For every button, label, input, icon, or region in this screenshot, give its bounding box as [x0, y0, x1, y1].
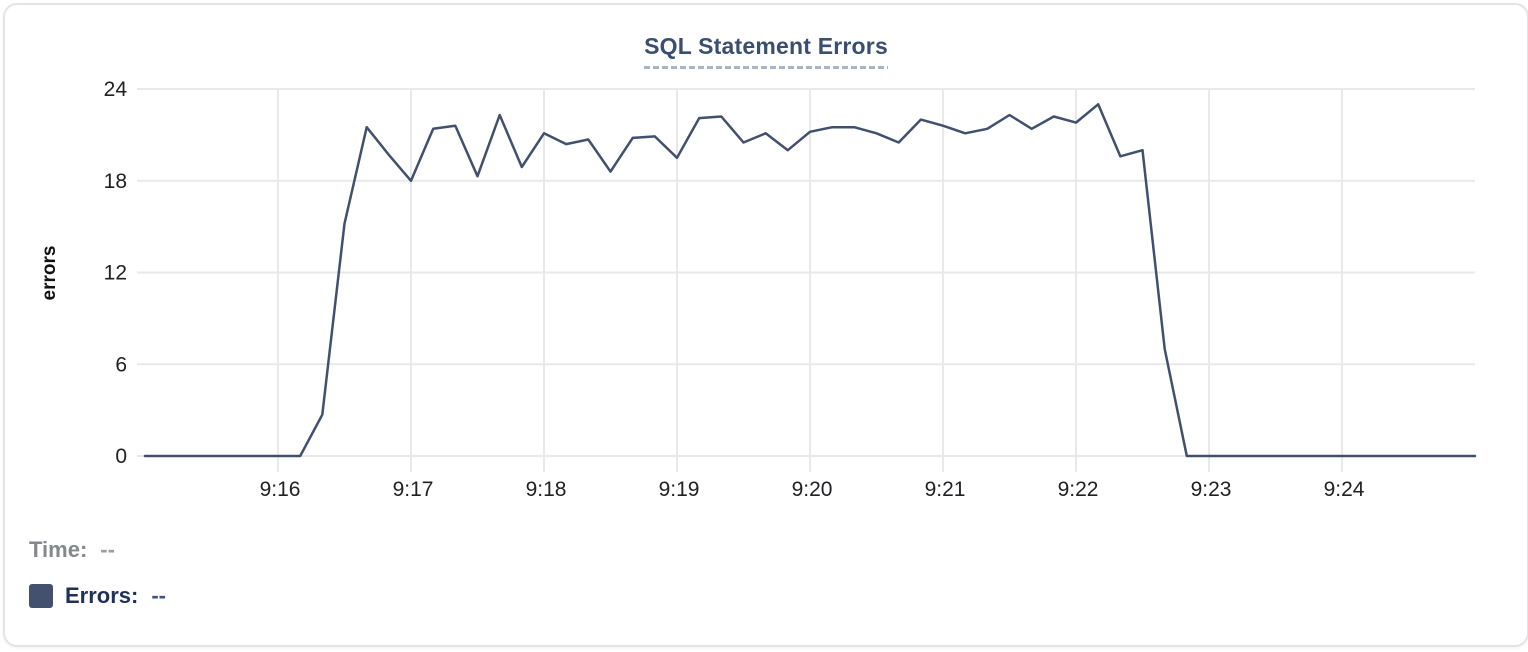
- y-tick-label: 0: [115, 445, 127, 468]
- x-tick-label: 9:20: [792, 478, 833, 501]
- legend-time-row: Time: --: [29, 537, 166, 563]
- y-tick-label: 24: [104, 78, 128, 101]
- x-tick-label: 9:16: [260, 478, 301, 501]
- y-tick-label: 18: [104, 170, 127, 193]
- errors-series-line: [143, 103, 1477, 458]
- errors-series-swatch: [29, 584, 53, 608]
- x-tick-label: 9:19: [659, 478, 700, 501]
- legend-errors-row: Errors: --: [29, 583, 166, 609]
- x-tick-label: 9:18: [526, 478, 567, 501]
- x-tick-label: 9:23: [1191, 478, 1232, 501]
- x-tick-label: 9:24: [1324, 478, 1365, 501]
- plot-hover-area[interactable]: [145, 89, 1475, 456]
- x-tick-label: 9:21: [925, 478, 966, 501]
- y-tick-label: 12: [104, 262, 127, 285]
- legend-time-value: --: [100, 537, 115, 562]
- y-axis-title: errors: [39, 246, 60, 301]
- x-tick-label: 9:22: [1058, 478, 1099, 501]
- legend-errors-value: --: [151, 583, 167, 608]
- chart-header: SQL Statement Errors: [5, 33, 1527, 69]
- x-tick-label: 9:17: [393, 478, 434, 501]
- chart-legend: Time: -- Errors: --: [29, 537, 166, 609]
- errors-line-chart: 0 6 12 18 24 9:16 9:17 9:18 9:19 9:20 9:21 9:22 9:23…: [39, 78, 1477, 501]
- legend-time-label: Time:: [29, 537, 88, 562]
- legend-errors-label: Errors:: [65, 583, 139, 608]
- chart-title[interactable]: SQL Statement Errors: [644, 33, 888, 69]
- chart-card: SQL Statement Errors 0 6 12 18 24 9:16 9:17 9:1…: [3, 3, 1528, 647]
- y-tick-label: 6: [115, 353, 127, 376]
